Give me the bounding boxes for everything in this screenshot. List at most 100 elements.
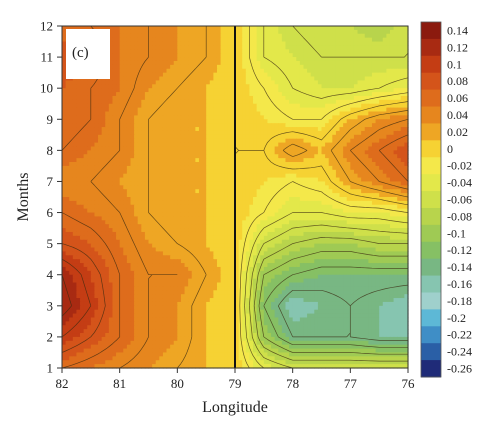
contour-cell [126,26,132,31]
contour-cell [188,95,193,101]
contour-cell [299,88,305,93]
contour-cell [249,177,254,183]
contour-cell [389,60,395,66]
contour-cell [267,204,272,210]
contour-cell [339,37,344,43]
contour-cell [191,146,196,151]
contour-cell [130,200,135,206]
contour-cell [177,185,182,190]
contour-cell [339,197,344,202]
contour-cell [90,158,96,163]
contour-cell [379,185,384,190]
contour-cell [346,181,351,186]
contour-cell [166,76,171,82]
contour-cell [299,57,305,62]
contour-cell [343,181,348,186]
contour-cell [137,224,142,229]
contour-cell [307,185,312,190]
contour-cell [325,72,330,78]
contour-cell [339,204,344,210]
contour-cell [173,92,178,97]
contour-cell [126,115,132,120]
contour-cell [80,197,85,202]
contour-cell [206,99,211,105]
contour-cell [382,60,387,66]
contour-cell [170,138,175,144]
contour-cell [62,154,67,159]
contour-cell [119,142,124,148]
contour-cell [317,123,323,128]
contour-cell [397,142,402,148]
contour-cell [285,111,290,116]
contour-cell [76,107,81,113]
contour-cell [368,92,373,97]
contour-cell [296,142,301,148]
contour-cell [343,130,348,136]
contour-cell [303,138,308,144]
contour-cell [245,134,251,140]
contour-cell [141,130,146,136]
contour-cell [166,146,171,151]
contour-cell [87,92,92,97]
contour-cell [389,208,395,214]
contour-cell [296,57,301,62]
contour-cell [382,84,387,89]
contour-cell [335,95,341,101]
contour-cell [346,37,351,43]
contour-cell [202,200,207,206]
contour-cell [209,216,214,221]
contour-cell [83,204,88,210]
contour-cell [404,111,409,116]
contour-cell [375,150,380,155]
contour-cell [198,29,204,35]
contour-cell [386,33,391,39]
contour-cell [206,204,211,210]
contour-cell [263,49,269,54]
contour-cell [116,49,121,54]
contour-cell [393,26,398,31]
contour-cell [332,220,337,225]
contour-cell [382,224,387,229]
contour-cell [278,68,283,74]
contour-cell [271,33,276,39]
contour-cell [386,208,391,214]
contour-cell [346,80,351,85]
contour-cell [83,173,88,179]
contour-cell [220,154,225,159]
contour-cell [137,80,142,85]
contour-cell [116,26,121,31]
contour-cell [94,150,99,155]
contour-cell [98,162,103,167]
contour-cell [220,138,225,144]
contour-cell [216,138,222,144]
contour-cell [353,72,359,78]
contour-cell [119,64,124,70]
contour-cell [375,37,380,43]
contour-cell [148,64,153,70]
contour-cell [335,189,341,194]
contour-cell [271,92,276,97]
contour-cell [260,111,265,116]
contour-cell [216,134,222,140]
contour-cell [292,220,297,225]
contour-cell [253,29,258,35]
contour-cell [202,80,207,85]
contour-cell [400,57,405,62]
contour-cell [126,208,132,214]
contour-cell [357,197,362,202]
contour-cell [137,72,142,78]
contour-cell [321,53,326,58]
contour-cell [83,212,88,218]
contour-cell [90,173,96,179]
contour-cell [173,162,178,167]
contour-cell [389,181,395,186]
contour-cell [162,146,168,151]
contour-cell [137,158,142,163]
contour-cell [83,138,88,144]
contour-cell [173,134,178,140]
contour-cell [285,64,290,70]
contour-cell [281,216,287,221]
contour-cell [328,134,333,140]
contour-cell [235,84,240,89]
contour-cell [245,181,251,186]
